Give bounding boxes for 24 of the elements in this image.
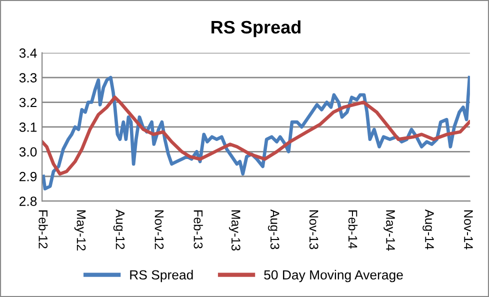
y-tick-label: 3.4 [19,48,37,58]
y-tick-label: 3.3 [19,73,37,82]
y-tick-label: 3.2 [19,98,37,108]
legend-label: 50 Day Moving Average [264,270,403,282]
x-tick-label: Feb-14 [348,210,358,249]
x-tick-label: Nov-14 [464,210,473,250]
x-tick-label: May-13 [228,210,240,251]
x-tick-label: May-12 [74,210,86,250]
x-tick-label: Feb-13 [194,210,203,248]
x-tick-label: Aug-13 [268,209,280,250]
x-tick-label: Aug-14 [422,209,434,250]
chart-title: RS Spread [212,20,300,38]
y-tick-label: 2.8 [20,196,37,206]
x-tick-label: Nov-12 [154,210,164,250]
legend-label: RS Spread [130,270,193,282]
line-series [42,96,470,176]
y-tick-label: 3.0 [19,147,37,157]
x-tick-label: Feb-12 [38,210,48,248]
x-tick-label: May-14 [384,210,395,251]
y-tick-label: 2.9 [20,172,37,182]
x-tick-label: Nov-13 [309,210,318,250]
x-tick-label: Aug-12 [113,209,125,250]
y-tick-label: 3.1 [19,122,37,132]
line-series [42,76,470,190]
